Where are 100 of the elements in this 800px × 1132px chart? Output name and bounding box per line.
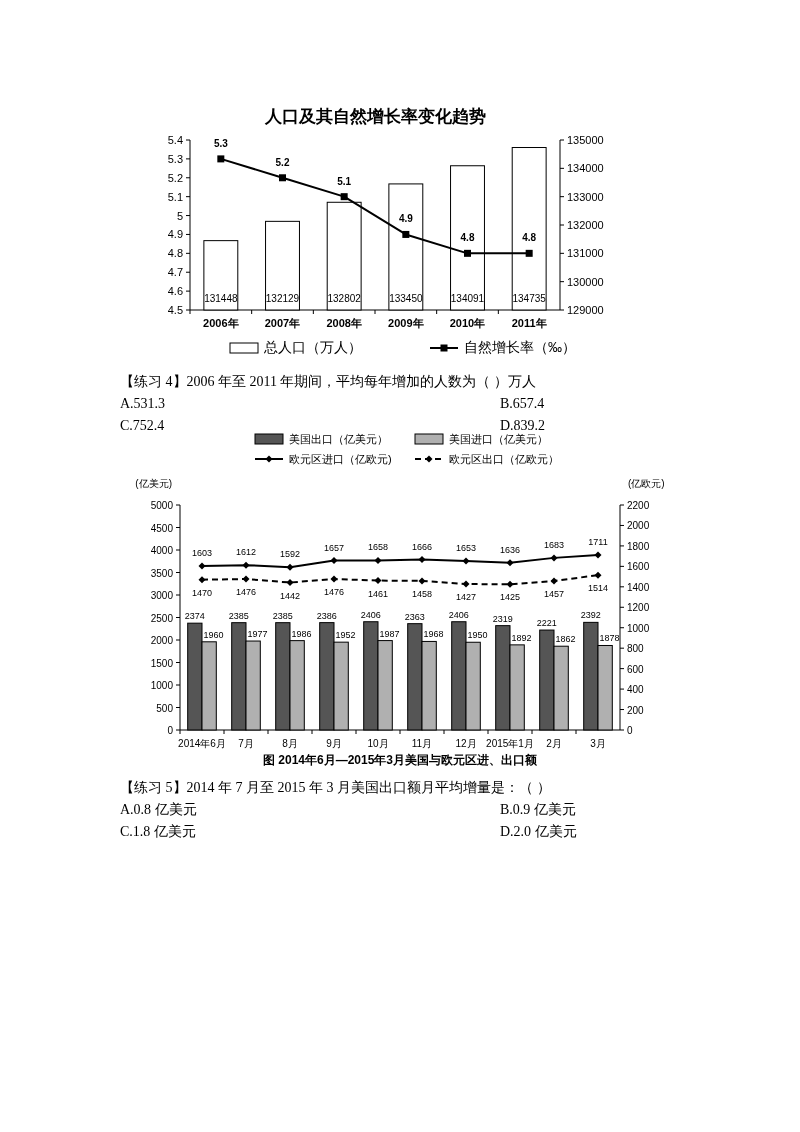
data-label: 1683	[543, 539, 565, 550]
y2-tick-label: 200	[627, 704, 645, 716]
y-tick-label: 5.4	[167, 134, 183, 146]
data-label: 1987	[379, 628, 400, 639]
legend-label: 自然增长率（‰）	[464, 339, 576, 355]
data-label: 1457	[543, 588, 565, 599]
text: B.0.9 亿美元	[500, 802, 576, 817]
y-tick-label: 3000	[150, 590, 174, 601]
x-tick-label: 2015年1月	[486, 738, 534, 749]
x-tick-label: 11月	[411, 738, 433, 749]
y-tick-label: 4000	[150, 545, 174, 556]
y-tick-label: 4500	[150, 522, 174, 534]
point	[550, 577, 558, 585]
text: D.839.2	[500, 418, 546, 433]
data-label: 1425	[499, 592, 521, 603]
data-label: 2386	[316, 610, 337, 621]
y-tick-label: 4.9	[167, 228, 183, 241]
data-label: 1653	[455, 542, 477, 553]
data-label: 4.8	[522, 232, 537, 244]
point	[506, 580, 514, 588]
data-label: 2363	[404, 611, 425, 622]
data-label: 131448	[204, 293, 238, 304]
chart-title: 人口及其自然增长率变化趋势	[263, 107, 486, 126]
y-axis-title: (亿美元)	[135, 478, 172, 489]
point	[594, 551, 602, 559]
y-tick-label: 5.1	[167, 190, 183, 203]
y-tick-label: 2000	[150, 635, 174, 646]
y-tick-label: 2500	[150, 612, 174, 624]
point	[402, 230, 410, 238]
y-tick-label: 0	[167, 725, 174, 736]
point	[418, 556, 426, 564]
text: 图 2014年6月—2015年3月美国与欧元区进、出口额	[262, 753, 539, 767]
data-label: 1960	[203, 629, 224, 640]
data-label: 132802	[327, 293, 362, 304]
y2-tick-label: 600	[627, 663, 645, 675]
legend-label: 欧元区进口（亿欧元)	[289, 453, 392, 465]
x-tick-label: 7月	[238, 738, 254, 749]
data-label: 1636	[499, 544, 521, 555]
y-tick-label: 4.7	[167, 266, 183, 279]
data-label: 1711	[588, 537, 608, 548]
y-tick-label: 5.3	[167, 152, 183, 165]
data-label: 4.8	[460, 232, 475, 244]
point	[330, 557, 338, 565]
data-label: 1470	[191, 587, 213, 598]
text: 【练习 5】2014 年 7 月至 2015 年 3 月美国出口额月平均增量是：（ ）	[120, 780, 551, 795]
data-label: 1658	[367, 542, 389, 553]
data-label: 1514	[587, 583, 609, 594]
data-label: 133450	[389, 293, 423, 304]
legend-label: 美国进口（亿美元）	[449, 433, 548, 445]
data-label: 1878	[599, 633, 620, 644]
legend-label: 欧元区出口（亿欧元）	[449, 453, 559, 465]
y-tick-label: 4.5	[167, 304, 183, 316]
data-label: 1476	[235, 587, 257, 598]
data-label: 2385	[272, 610, 293, 621]
point	[286, 579, 294, 587]
text: C.752.4	[120, 418, 165, 433]
point	[550, 554, 558, 562]
data-label: 1657	[323, 542, 345, 553]
point	[374, 577, 382, 585]
point	[198, 576, 206, 584]
data-label: 2385	[228, 610, 249, 621]
y2-tick-label: 2200	[627, 500, 650, 511]
data-label: 1950	[467, 630, 488, 641]
data-label: 1612	[235, 547, 257, 558]
y-tick-label: 5.2	[167, 171, 183, 184]
x-tick-label: 2010年	[449, 317, 486, 329]
data-label: 1986	[291, 628, 312, 639]
data-label: 2374	[184, 611, 205, 622]
point	[340, 193, 348, 201]
data-label: 1427	[455, 592, 477, 603]
data-label: 1666	[411, 541, 433, 552]
y2-tick-label: 131000	[567, 247, 604, 260]
x-tick-label: 2006年	[203, 317, 239, 329]
point	[242, 575, 250, 583]
text: D.2.0 亿美元	[500, 824, 577, 839]
data-label: 1862	[555, 634, 576, 645]
x-tick-label: 9月	[326, 738, 342, 749]
y2-tick-label: 1200	[627, 602, 650, 614]
y2-tick-label: 0	[627, 725, 633, 736]
data-label: 1476	[323, 587, 345, 598]
x-tick-label: 2007年	[264, 317, 301, 329]
y-tick-label: 4.8	[167, 247, 183, 260]
data-label: 134735	[512, 293, 547, 304]
y2-tick-label: 400	[627, 684, 645, 696]
text: B.657.4	[500, 396, 545, 411]
y2-tick-label: 135000	[567, 134, 604, 146]
y-tick-label: 5	[176, 209, 183, 222]
data-label: 2221	[536, 618, 557, 629]
data-label: 2406	[448, 609, 469, 620]
data-label: 2319	[492, 613, 513, 624]
data-label: 1892	[511, 632, 532, 643]
legend-label: 美国出口（亿美元）	[289, 433, 388, 445]
text: A.531.3	[120, 396, 166, 411]
x-tick-label: 3月	[590, 738, 606, 749]
data-label: 5.3	[213, 137, 229, 149]
y2-axis-title: (亿欧元)	[628, 478, 665, 489]
y-tick-label: 1500	[150, 657, 174, 669]
data-label: 1968	[423, 629, 444, 640]
y-tick-label: 1000	[150, 680, 174, 691]
y2-tick-label: 1600	[627, 561, 650, 573]
